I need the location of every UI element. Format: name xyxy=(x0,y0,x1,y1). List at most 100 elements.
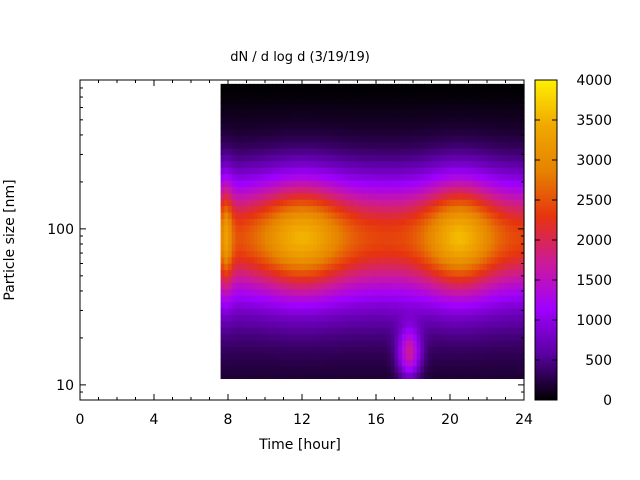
heatmap-cell xyxy=(353,352,359,360)
heatmap-cell xyxy=(438,160,444,168)
heatmap-cell xyxy=(305,243,310,251)
heatmap-cell xyxy=(442,160,447,168)
heatmap-cell xyxy=(464,109,470,117)
heatmap-cell xyxy=(442,179,447,187)
heatmap-cell xyxy=(516,160,521,168)
heatmap-cell xyxy=(294,307,299,315)
heatmap-cell xyxy=(505,211,510,219)
heatmap-cell xyxy=(353,154,359,162)
heatmap-cell xyxy=(435,237,440,245)
heatmap-cell xyxy=(361,365,366,373)
heatmap-cell xyxy=(468,372,473,380)
heatmap-cell xyxy=(320,352,325,360)
heatmap-cell xyxy=(516,141,521,149)
heatmap-cell xyxy=(501,359,507,367)
heatmap-cell xyxy=(475,269,481,277)
heatmap-cell xyxy=(302,301,307,309)
heatmap-cell xyxy=(335,186,340,194)
heatmap-cell xyxy=(361,96,366,104)
heatmap-cell xyxy=(479,256,484,264)
heatmap-cell xyxy=(468,359,473,367)
heatmap-cell xyxy=(505,154,510,162)
heatmap-cell xyxy=(302,365,307,373)
heatmap-cell xyxy=(257,218,262,226)
heatmap-cell xyxy=(442,372,447,380)
heatmap-cell xyxy=(283,372,288,380)
heatmap-cell xyxy=(239,295,244,303)
heatmap-cell xyxy=(331,275,336,283)
heatmap-cell xyxy=(401,237,407,245)
heatmap-cell xyxy=(228,96,233,104)
heatmap-cell xyxy=(405,301,410,309)
heatmap-cell xyxy=(376,141,381,149)
heatmap-cell xyxy=(272,186,277,194)
heatmap-cell xyxy=(416,167,421,175)
heatmap-cell xyxy=(461,96,466,104)
heatmap-cell xyxy=(257,90,262,98)
heatmap-cell xyxy=(472,90,477,98)
heatmap-cell xyxy=(342,128,347,136)
heatmap-cell xyxy=(479,372,484,380)
heatmap-cell xyxy=(479,301,484,309)
heatmap-cell xyxy=(512,314,518,322)
heatmap-cell xyxy=(283,346,288,354)
heatmap-cell xyxy=(387,186,392,194)
heatmap-cell xyxy=(494,340,499,347)
heatmap-cell xyxy=(383,109,388,117)
heatmap-cell xyxy=(483,167,488,175)
heatmap-cell xyxy=(261,237,266,245)
heatmap-cell xyxy=(424,263,429,271)
heatmap-cell xyxy=(472,115,477,123)
heatmap-cell xyxy=(327,192,333,200)
heatmap-cell xyxy=(413,333,418,341)
heatmap-cell xyxy=(335,122,340,130)
heatmap-cell xyxy=(424,333,429,341)
heatmap-cell xyxy=(368,186,373,194)
heatmap-cell xyxy=(483,224,488,232)
heatmap-cell xyxy=(272,359,277,367)
heatmap-cell xyxy=(457,295,462,303)
heatmap-cell xyxy=(265,128,270,136)
heatmap-cell xyxy=(390,288,396,296)
heatmap-cell xyxy=(427,269,433,277)
heatmap-cell xyxy=(324,173,329,181)
heatmap-cell xyxy=(413,115,418,123)
heatmap-cell xyxy=(475,327,481,335)
heatmap-cell xyxy=(487,320,492,328)
heatmap-cell xyxy=(427,275,433,283)
heatmap-cell xyxy=(479,250,484,258)
heatmap-cell xyxy=(457,211,462,219)
heatmap-cell xyxy=(453,320,458,328)
heatmap-cell xyxy=(339,199,344,207)
heatmap-cell xyxy=(509,269,514,277)
heatmap-cell xyxy=(512,179,518,187)
heatmap-cell xyxy=(387,340,392,347)
heatmap-cell xyxy=(376,314,381,322)
heatmap-cell xyxy=(516,250,521,258)
heatmap-cell xyxy=(438,372,444,380)
heatmap-cell xyxy=(294,269,299,277)
heatmap-cell xyxy=(342,211,347,219)
heatmap-cell xyxy=(398,218,403,226)
heatmap-cell xyxy=(401,186,407,194)
heatmap-cell xyxy=(383,333,388,341)
heatmap-cell xyxy=(512,90,518,98)
heatmap-cell xyxy=(342,352,347,360)
heatmap-cell xyxy=(342,231,347,239)
x-tick-label: 4 xyxy=(150,412,159,428)
heatmap-cell xyxy=(457,340,462,347)
heatmap-cell xyxy=(298,186,303,194)
heatmap-cell xyxy=(268,295,273,303)
heatmap-cell xyxy=(516,333,521,341)
heatmap-cell xyxy=(498,167,503,175)
heatmap-cell xyxy=(290,122,296,130)
heatmap-cell xyxy=(250,135,255,143)
heatmap-cell xyxy=(346,314,351,322)
heatmap-cell xyxy=(516,199,521,207)
heatmap-cell xyxy=(305,352,310,360)
heatmap-cell xyxy=(453,250,458,258)
heatmap-cell xyxy=(335,179,340,187)
heatmap-cell xyxy=(224,269,229,277)
heatmap-cell xyxy=(453,256,458,264)
